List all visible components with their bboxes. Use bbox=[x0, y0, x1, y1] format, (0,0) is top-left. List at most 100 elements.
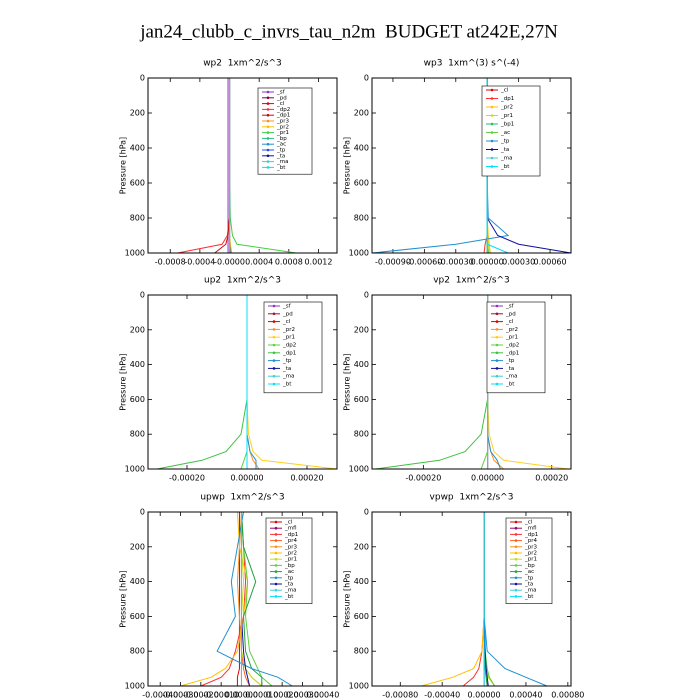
y-tick-label: 1000 bbox=[125, 682, 145, 691]
x-tick-label: -0.00040 bbox=[142, 691, 178, 700]
series-line bbox=[480, 295, 489, 470]
legend-marker bbox=[514, 576, 518, 580]
legend-label: _pr2 bbox=[276, 124, 289, 130]
legend-label: _mfl bbox=[284, 526, 297, 532]
x-tick-label: -0.0008 bbox=[155, 258, 186, 267]
y-tick-label: 800 bbox=[130, 647, 145, 656]
legend-marker bbox=[266, 131, 270, 134]
panel: up2 1xm^2/s^3 Pressure [hPa] 0 200 400 600 800… bbox=[119, 276, 338, 483]
y-tick-label: 1000 bbox=[125, 465, 145, 474]
legend-label: _pr3 bbox=[524, 544, 538, 550]
y-axis-label: Pressure [hPa] bbox=[119, 137, 128, 194]
y-tick-label: 800 bbox=[354, 430, 369, 439]
legend-label: _bp bbox=[276, 136, 287, 142]
plot-frame bbox=[147, 511, 338, 687]
x-tick-label: 0.00020 bbox=[290, 474, 323, 483]
legend-marker bbox=[495, 320, 499, 323]
legend-label: _dp1 bbox=[284, 532, 298, 538]
legend-label: _mfl bbox=[524, 526, 537, 532]
series-line bbox=[240, 295, 248, 470]
legend-label: _ta bbox=[282, 366, 291, 372]
legend-marker bbox=[495, 335, 499, 339]
y-tick-label: 600 bbox=[130, 395, 145, 404]
y-tick-label: 800 bbox=[354, 647, 369, 656]
legend-marker bbox=[266, 96, 270, 100]
x-tick-label: 0.00000 bbox=[471, 474, 504, 483]
y-tick-label: 600 bbox=[354, 179, 369, 188]
legend-marker bbox=[266, 154, 270, 158]
y-tick-label: 200 bbox=[354, 109, 369, 118]
legend-label: _bp bbox=[524, 563, 535, 569]
legend-label: _cl bbox=[276, 101, 285, 107]
panel: upwp 1xm^2/s^3 Pressure [hPa] 0 200 400 600 80… bbox=[119, 493, 340, 700]
legend-marker bbox=[272, 367, 276, 370]
x-tick-label: 0.0004 bbox=[245, 258, 273, 267]
y-tick-label: 0 bbox=[140, 291, 145, 300]
legend-marker bbox=[495, 382, 499, 386]
legend-label: _ma bbox=[505, 374, 517, 380]
legend-marker bbox=[266, 119, 270, 123]
panel-title: vpwp 1xm^2/s^3 bbox=[430, 493, 514, 503]
y-tick-label: 0 bbox=[364, 508, 369, 517]
x-tick-label: 0.00040 bbox=[509, 691, 542, 700]
x-tick-label: 0.00030 bbox=[502, 258, 535, 267]
legend-box bbox=[257, 87, 313, 175]
legend-label: _bt bbox=[505, 382, 515, 388]
legend-marker bbox=[274, 551, 278, 555]
legend-label: _tp bbox=[505, 358, 515, 364]
legend-label: _bt bbox=[282, 382, 292, 388]
legend-marker bbox=[272, 382, 276, 386]
x-tick-label: 0.00020 bbox=[535, 474, 568, 483]
legend-marker bbox=[490, 88, 494, 92]
series-line bbox=[375, 295, 489, 470]
legend-label: _ma bbox=[282, 374, 294, 380]
x-tick-label: -0.00020 bbox=[169, 474, 205, 483]
legend-marker bbox=[266, 125, 270, 129]
legend-marker bbox=[274, 526, 278, 530]
legend-label: _pr2 bbox=[505, 327, 518, 333]
legend-label: _pd bbox=[505, 311, 516, 317]
legend-marker bbox=[274, 570, 278, 573]
legend-label: _ta bbox=[505, 366, 514, 372]
legend-label: _tp bbox=[282, 358, 292, 364]
series-line bbox=[156, 295, 248, 470]
legend-label: _bt bbox=[284, 594, 294, 600]
y-tick-label: 1000 bbox=[349, 249, 369, 258]
legend-marker bbox=[490, 114, 494, 117]
y-tick-label: 200 bbox=[130, 542, 145, 551]
legend-marker bbox=[274, 564, 278, 567]
x-tick-label: 0.00000 bbox=[230, 474, 263, 483]
series-line bbox=[246, 295, 257, 469]
legend-marker bbox=[272, 343, 276, 347]
legend-marker bbox=[495, 367, 499, 370]
y-tick-label: 400 bbox=[130, 144, 145, 153]
x-tick-label: -0.00010 bbox=[203, 691, 239, 700]
legend-label: _cl bbox=[282, 319, 291, 325]
legend-marker bbox=[266, 102, 270, 105]
legend-label: _cl bbox=[284, 520, 293, 526]
legend-label: _sf bbox=[276, 90, 286, 96]
legend-marker bbox=[495, 304, 499, 308]
legend-label: _pr2 bbox=[284, 551, 297, 557]
x-tick-label: 0.00030 bbox=[286, 691, 319, 700]
legend-marker bbox=[495, 343, 499, 347]
legend-label: _dp1 bbox=[500, 96, 514, 102]
legend-marker bbox=[272, 335, 276, 339]
legend-marker bbox=[272, 374, 276, 378]
y-axis-label: Pressure [hPa] bbox=[119, 353, 128, 410]
series-line bbox=[421, 512, 485, 687]
y-tick-label: 800 bbox=[354, 214, 369, 223]
y-tick-label: 800 bbox=[130, 214, 145, 223]
legend-label: _pr1 bbox=[505, 335, 518, 341]
legend-label: _dp1 bbox=[276, 113, 290, 119]
y-axis-label: Pressure [hPa] bbox=[343, 570, 352, 627]
x-tick-label: 0.00010 bbox=[245, 691, 278, 700]
panel-title: vp2 1xm^2/s^3 bbox=[433, 276, 510, 286]
y-tick-label: 800 bbox=[130, 430, 145, 439]
y-tick-label: 400 bbox=[354, 577, 369, 586]
legend-marker bbox=[495, 328, 499, 331]
series-line bbox=[240, 511, 263, 686]
panel-title: wp3 1xm^(3) s^(-4) bbox=[424, 59, 520, 69]
